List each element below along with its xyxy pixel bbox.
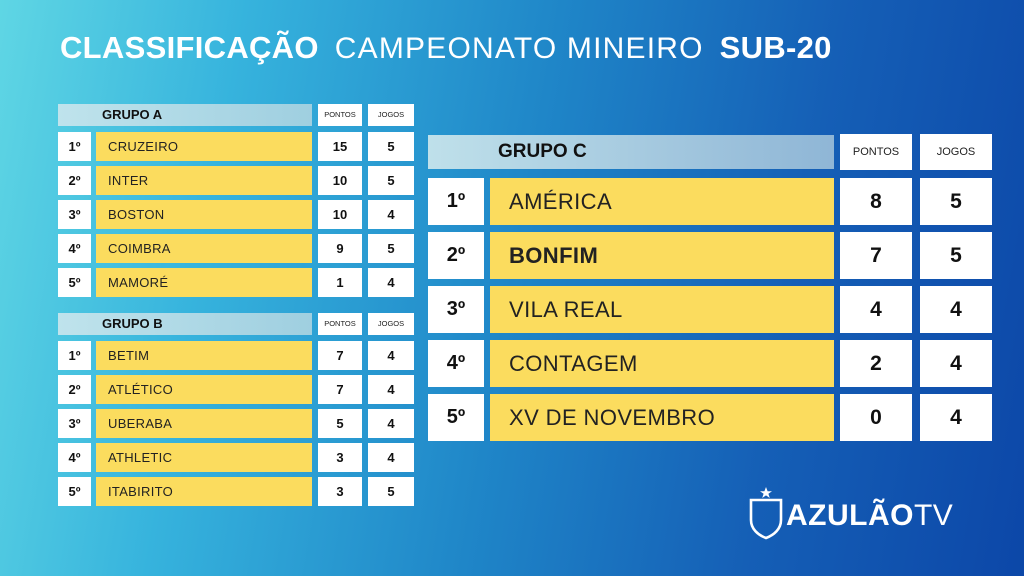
team-cell: INTER bbox=[96, 166, 312, 195]
standings-row: 4º COIMBRA 9 5 bbox=[58, 234, 414, 263]
position-cell: 2º bbox=[428, 232, 484, 279]
games-cell: 4 bbox=[920, 394, 992, 441]
group-header: GRUPO A PONTOS JOGOS bbox=[58, 104, 414, 126]
standings-row: 5º XV DE NOVEMBRO 0 4 bbox=[428, 394, 992, 441]
points-column-header: PONTOS bbox=[840, 134, 912, 170]
group-a-table: GRUPO A PONTOS JOGOS 1º CRUZEIRO 15 5 2º… bbox=[58, 104, 414, 302]
games-cell: 5 bbox=[368, 132, 414, 161]
team-cell: BETIM bbox=[96, 341, 312, 370]
standings-row: 3º BOSTON 10 4 bbox=[58, 200, 414, 229]
position-cell: 3º bbox=[428, 286, 484, 333]
standings-row: 3º UBERABA 5 4 bbox=[58, 409, 414, 438]
team-cell: BOSTON bbox=[96, 200, 312, 229]
group-name: GRUPO A bbox=[58, 104, 312, 126]
logo-text-tv: TV bbox=[913, 499, 954, 532]
games-cell: 4 bbox=[368, 443, 414, 472]
standings-row: 1º CRUZEIRO 15 5 bbox=[58, 132, 414, 161]
team-cell: XV DE NOVEMBRO bbox=[490, 394, 834, 441]
position-cell: 2º bbox=[58, 375, 91, 404]
position-cell: 5º bbox=[58, 268, 91, 297]
team-cell: AMÉRICA bbox=[490, 178, 834, 225]
team-cell: ITABIRITO bbox=[96, 477, 312, 506]
points-column-header: PONTOS bbox=[318, 104, 362, 126]
points-cell: 2 bbox=[840, 340, 912, 387]
standings-row: 2º BONFIM 7 5 bbox=[428, 232, 992, 279]
group-name: GRUPO C bbox=[428, 135, 834, 169]
standings-row: 3º VILA REAL 4 4 bbox=[428, 286, 992, 333]
team-cell: CRUZEIRO bbox=[96, 132, 312, 161]
games-cell: 4 bbox=[920, 286, 992, 333]
points-cell: 5 bbox=[318, 409, 362, 438]
points-cell: 1 bbox=[318, 268, 362, 297]
team-cell: COIMBRA bbox=[96, 234, 312, 263]
title-category: SUB-20 bbox=[719, 30, 832, 65]
games-cell: 4 bbox=[368, 268, 414, 297]
points-cell: 7 bbox=[318, 375, 362, 404]
position-cell: 5º bbox=[58, 477, 91, 506]
standings-row: 1º AMÉRICA 8 5 bbox=[428, 178, 992, 225]
games-cell: 5 bbox=[368, 166, 414, 195]
games-cell: 5 bbox=[368, 477, 414, 506]
group-header: GRUPO C PONTOS JOGOS bbox=[428, 134, 992, 170]
games-column-header: JOGOS bbox=[368, 104, 414, 126]
points-cell: 7 bbox=[840, 232, 912, 279]
team-cell: VILA REAL bbox=[490, 286, 834, 333]
standings-row: 4º ATHLETIC 3 4 bbox=[58, 443, 414, 472]
position-cell: 3º bbox=[58, 409, 91, 438]
position-cell: 1º bbox=[428, 178, 484, 225]
points-cell: 3 bbox=[318, 443, 362, 472]
games-cell: 5 bbox=[368, 234, 414, 263]
games-column-header: JOGOS bbox=[368, 313, 414, 335]
position-cell: 2º bbox=[58, 166, 91, 195]
points-cell: 0 bbox=[840, 394, 912, 441]
standings-row: 2º INTER 10 5 bbox=[58, 166, 414, 195]
standings-row: 4º CONTAGEM 2 4 bbox=[428, 340, 992, 387]
points-cell: 9 bbox=[318, 234, 362, 263]
games-cell: 4 bbox=[368, 375, 414, 404]
games-column-header: JOGOS bbox=[920, 134, 992, 170]
points-cell: 8 bbox=[840, 178, 912, 225]
games-cell: 4 bbox=[368, 409, 414, 438]
points-column-header: PONTOS bbox=[318, 313, 362, 335]
position-cell: 5º bbox=[428, 394, 484, 441]
points-cell: 7 bbox=[318, 341, 362, 370]
team-cell: CONTAGEM bbox=[490, 340, 834, 387]
standings-row: 2º ATLÉTICO 7 4 bbox=[58, 375, 414, 404]
games-cell: 5 bbox=[920, 232, 992, 279]
group-header: GRUPO B PONTOS JOGOS bbox=[58, 313, 414, 335]
games-cell: 5 bbox=[920, 178, 992, 225]
logo-wordmark: AZULÃOTV bbox=[786, 496, 953, 536]
team-cell: ATLÉTICO bbox=[96, 375, 312, 404]
games-cell: 4 bbox=[368, 341, 414, 370]
points-cell: 10 bbox=[318, 200, 362, 229]
team-cell: ATHLETIC bbox=[96, 443, 312, 472]
position-cell: 4º bbox=[428, 340, 484, 387]
title-classificacao: CLASSIFICAÇÃO bbox=[60, 30, 319, 65]
team-cell: BONFIM bbox=[490, 232, 834, 279]
group-name: GRUPO B bbox=[58, 313, 312, 335]
games-cell: 4 bbox=[368, 200, 414, 229]
team-cell: MAMORÉ bbox=[96, 268, 312, 297]
page-title: CLASSIFICAÇÃO CAMPEONATO MINEIRO SUB-20 bbox=[60, 30, 832, 74]
logo-text-azulao: AZULÃO bbox=[786, 499, 914, 532]
standings-row: 1º BETIM 7 4 bbox=[58, 341, 414, 370]
azulao-tv-logo: AZULÃOTV bbox=[748, 486, 978, 542]
position-cell: 4º bbox=[58, 234, 91, 263]
team-cell: UBERABA bbox=[96, 409, 312, 438]
shield-star-icon bbox=[749, 487, 783, 540]
position-cell: 3º bbox=[58, 200, 91, 229]
points-cell: 3 bbox=[318, 477, 362, 506]
position-cell: 1º bbox=[58, 132, 91, 161]
position-cell: 4º bbox=[58, 443, 91, 472]
standings-row: 5º MAMORÉ 1 4 bbox=[58, 268, 414, 297]
points-cell: 10 bbox=[318, 166, 362, 195]
group-c-table: GRUPO C PONTOS JOGOS 1º AMÉRICA 8 5 2º B… bbox=[428, 134, 992, 448]
points-cell: 4 bbox=[840, 286, 912, 333]
group-b-table: GRUPO B PONTOS JOGOS 1º BETIM 7 4 2º ATL… bbox=[58, 313, 414, 511]
standings-row: 5º ITABIRITO 3 5 bbox=[58, 477, 414, 506]
position-cell: 1º bbox=[58, 341, 91, 370]
games-cell: 4 bbox=[920, 340, 992, 387]
points-cell: 15 bbox=[318, 132, 362, 161]
title-campeonato: CAMPEONATO MINEIRO bbox=[334, 32, 704, 65]
